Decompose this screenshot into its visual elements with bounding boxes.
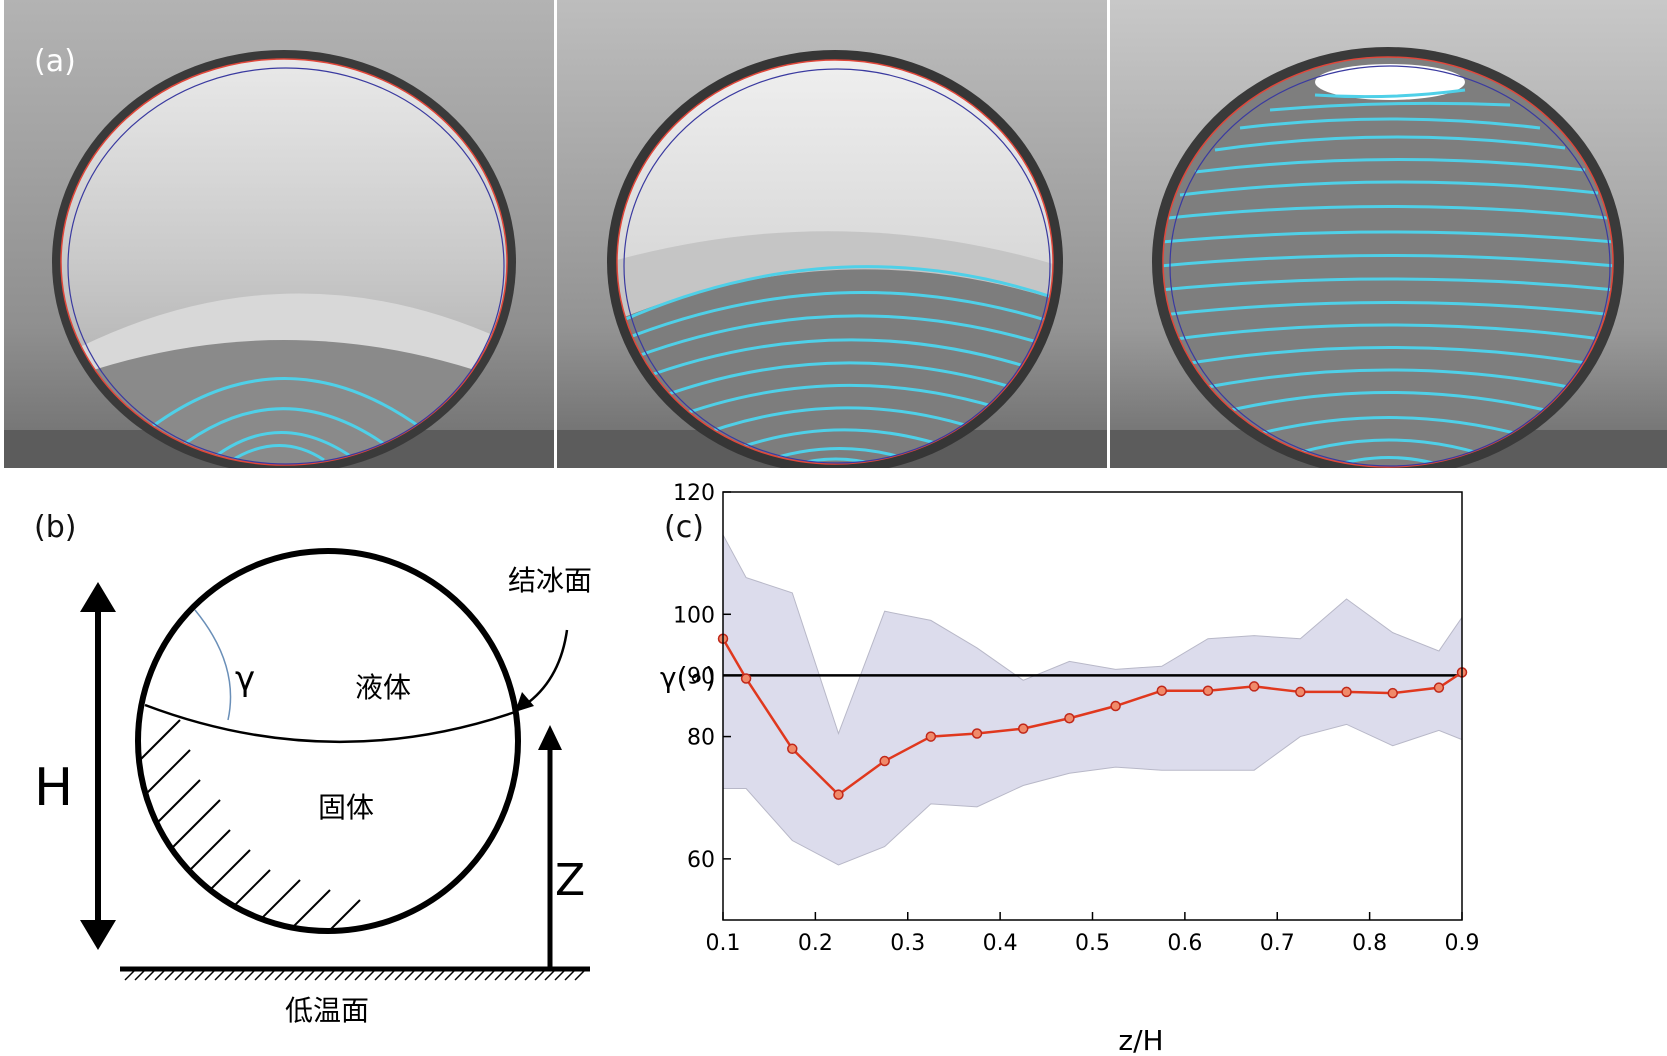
freezing-front-pointer: [515, 629, 569, 712]
height-arrow: [80, 582, 116, 950]
x-tick-label: 0.3: [890, 931, 925, 956]
x-tick-label: 0.5: [1075, 931, 1110, 956]
series-line-mean: [721, 638, 1463, 797]
data-point: [1341, 686, 1352, 698]
y-tick-label: 80: [687, 726, 715, 751]
angle-label: γ: [235, 659, 255, 699]
data-point: [1433, 682, 1445, 693]
x-tick-label: 0.6: [1167, 931, 1202, 956]
data-point: [971, 728, 983, 739]
photo-1-svg: [4, 0, 554, 468]
freezing-front: [144, 703, 516, 744]
data-point: [1017, 723, 1029, 734]
liquid-label: 液体: [355, 671, 411, 704]
data-point: [925, 731, 937, 742]
photo-3: [1110, 0, 1667, 468]
panel-c-label: (c): [664, 510, 704, 545]
droplet-solid: [1163, 57, 1613, 467]
z-arrow: [538, 725, 562, 968]
data-point: [1110, 700, 1121, 712]
x-tick-label: 0.7: [1260, 931, 1295, 956]
x-tick-label: 0.9: [1445, 931, 1480, 956]
panel-b-label: (b): [34, 510, 77, 545]
panel-a-label: (a): [34, 44, 76, 79]
fit-red: [60, 58, 508, 466]
y-tick-label: 60: [687, 848, 715, 873]
x-axis-label: z/H: [1118, 1024, 1163, 1056]
data-point: [1295, 686, 1306, 698]
x-tick-label: 0.8: [1352, 931, 1387, 956]
data-point: [1248, 681, 1260, 692]
angle-arc: [194, 609, 232, 721]
data-point: [1156, 685, 1168, 696]
y-tick-label: 120: [673, 481, 715, 506]
x-tick-label: 0.2: [798, 931, 833, 956]
y-tick-label: 90: [687, 664, 715, 689]
data-point: [787, 743, 798, 755]
height-label: H: [34, 758, 73, 818]
droplet-outline: [135, 548, 521, 934]
solid-label: 固体: [318, 791, 374, 824]
data-point: [833, 789, 844, 800]
freezing-front-label: 结冰面: [508, 564, 592, 597]
solid-hatching: [139, 719, 361, 931]
data-point: [740, 673, 752, 684]
x-tick-label: 0.1: [706, 931, 741, 956]
y-tick-label: 100: [673, 603, 715, 628]
fit-red: [616, 59, 1054, 465]
photo-3-svg: [1110, 0, 1667, 468]
data-point: [1202, 685, 1214, 696]
fit-blue: [1169, 65, 1611, 467]
cold-surface: [120, 966, 590, 981]
x-tick-label: 0.4: [983, 931, 1018, 956]
data-point: [879, 755, 890, 767]
data-point: [1064, 712, 1075, 724]
y-axis-label: γ(∘): [660, 661, 716, 694]
photo-2-svg: [557, 0, 1107, 468]
fit-red: [1162, 56, 1614, 468]
data-point: [1387, 687, 1398, 699]
fit-blue: [623, 68, 1051, 464]
photo-2: [557, 0, 1107, 468]
z-label: Z: [555, 855, 585, 906]
schematic-diagram: H γ 液体 固体 结冰面 Z 低温面: [34, 548, 592, 1027]
angle-chart: 0.1 0.2 0.3 0.4 0.5 0.6 0.7 0.8 0.9608090100120 …: [660, 481, 1480, 1056]
cold-surface-label: 低温面: [285, 994, 369, 1027]
remaining-liquid: [1315, 64, 1465, 100]
fit-blue: [67, 67, 505, 465]
ice-contours: [1163, 88, 1613, 467]
photo-1: [4, 0, 554, 468]
